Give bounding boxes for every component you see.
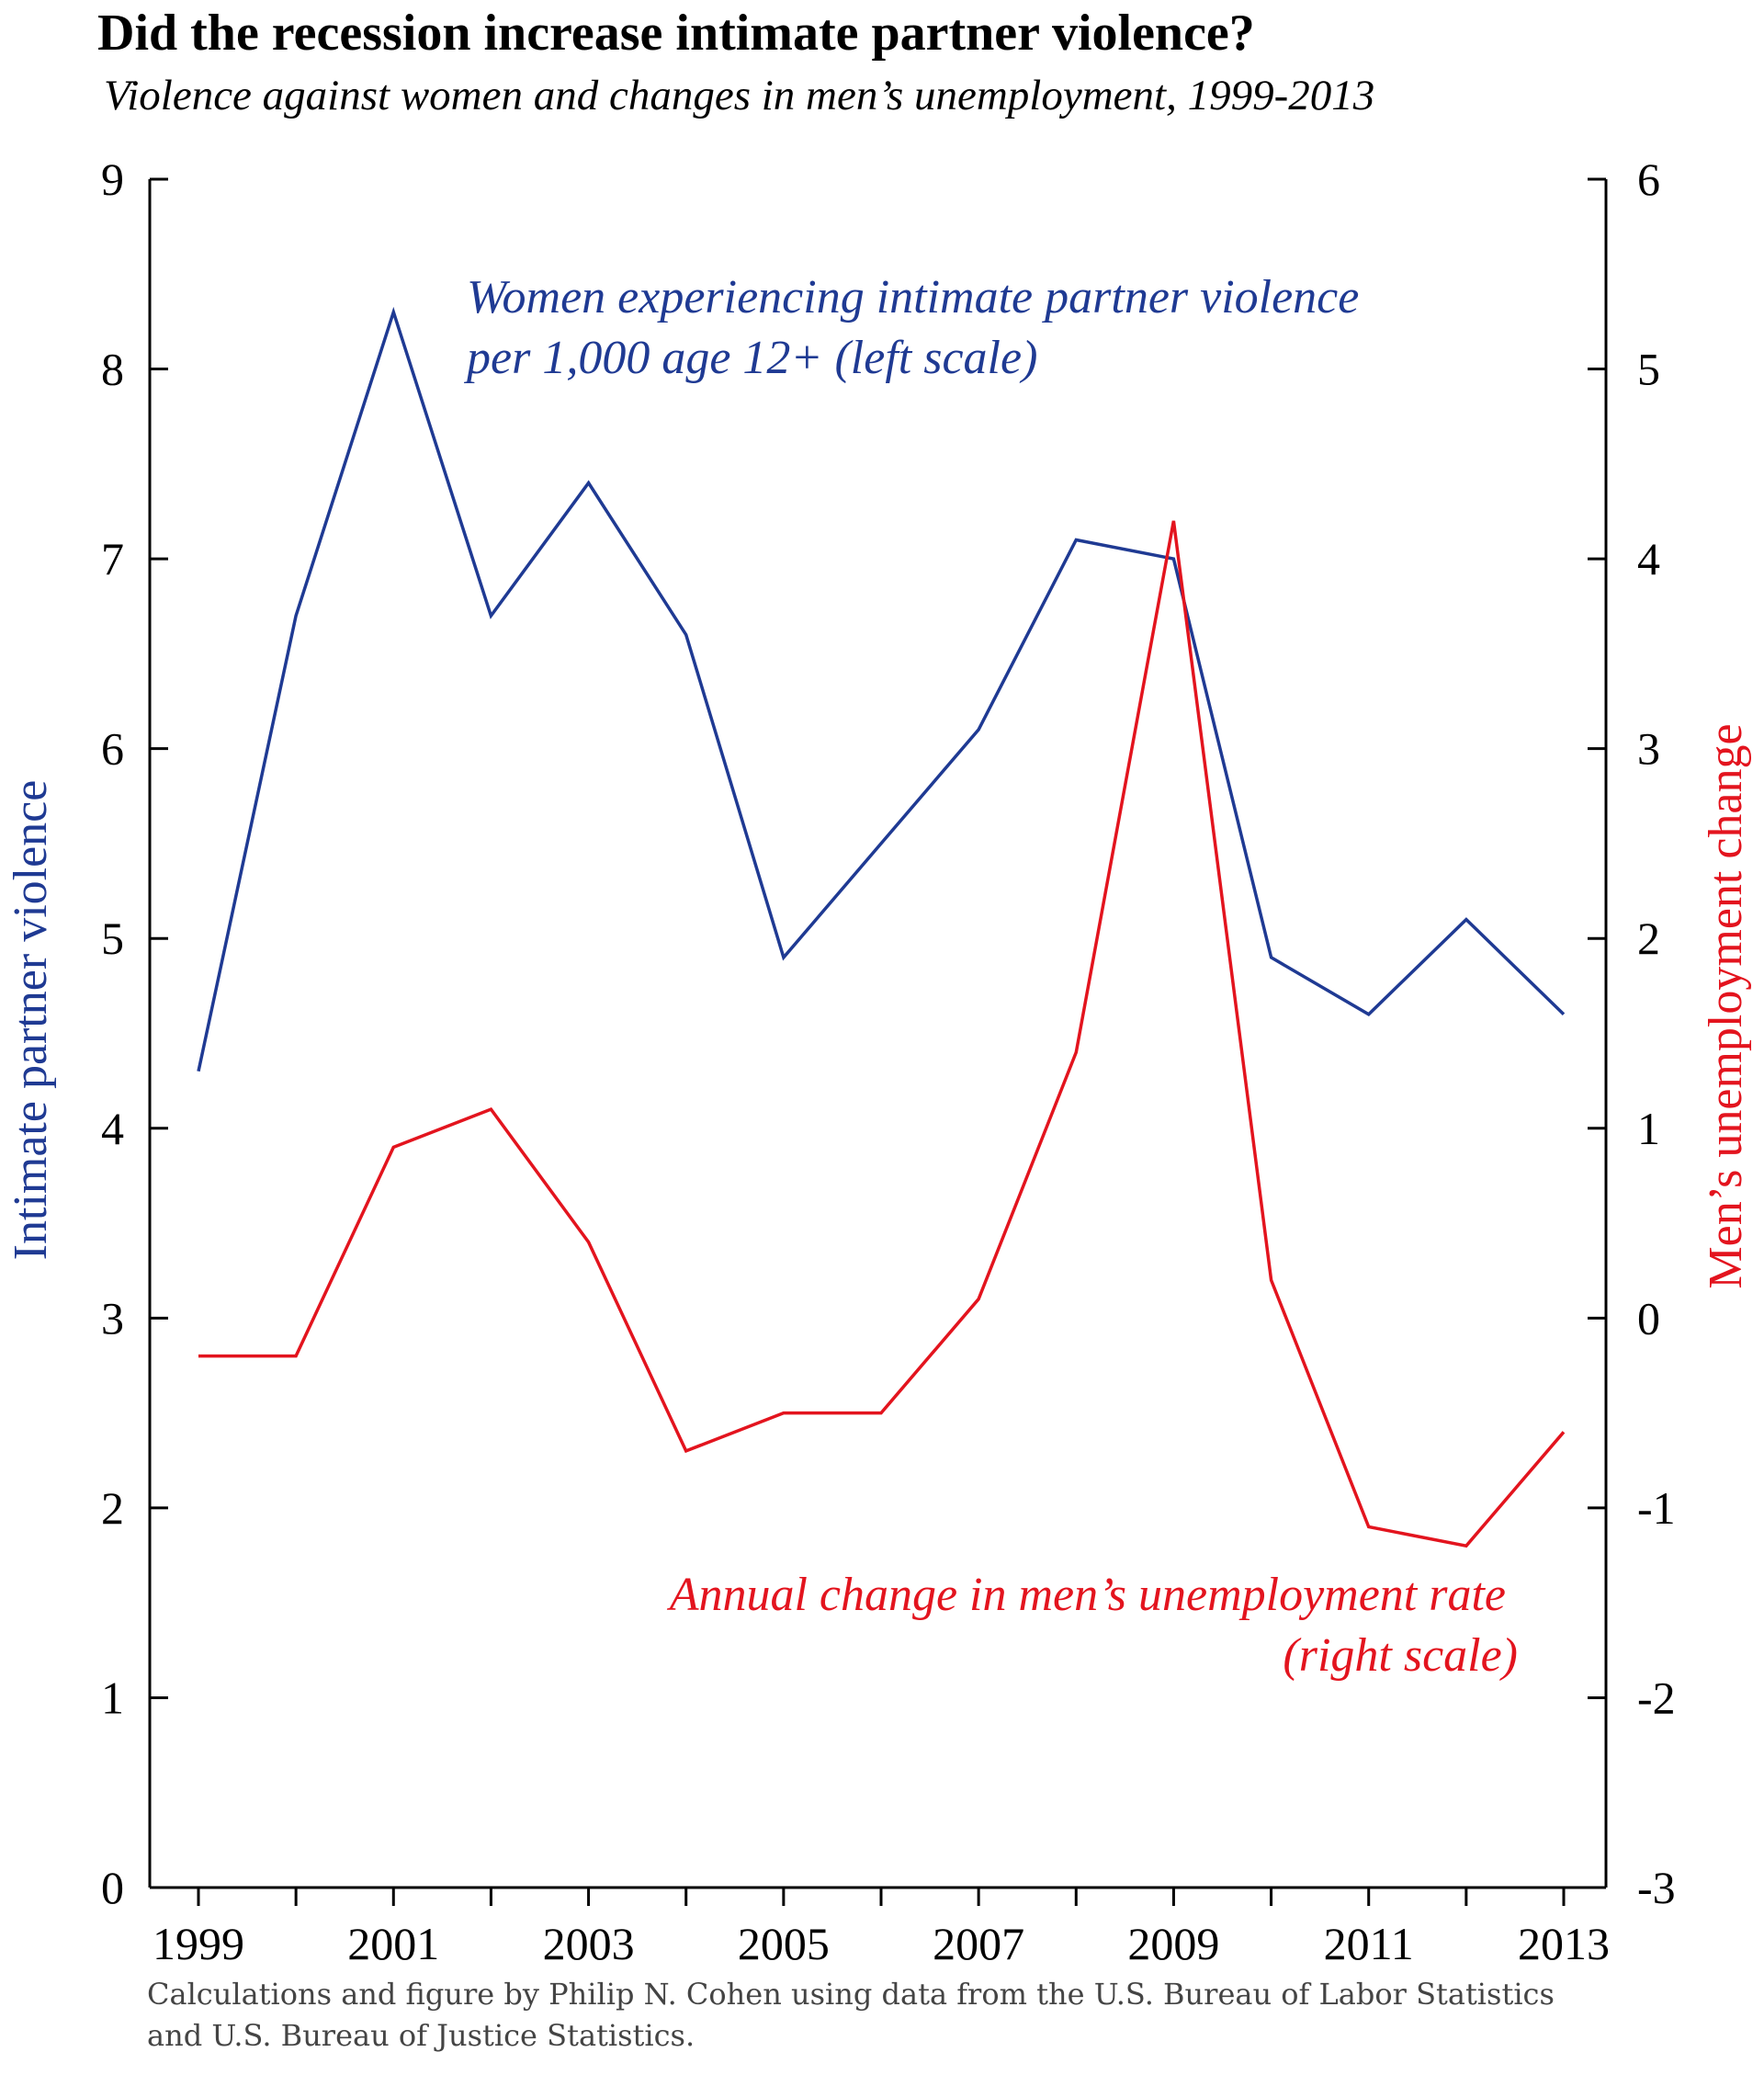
y-left-tick-label: 2 <box>101 1482 124 1534</box>
y-right-tick-label: -3 <box>1637 1862 1676 1913</box>
y-right-tick-label: 4 <box>1637 533 1660 584</box>
series-line-violence <box>197 306 1566 1072</box>
source-note: Calculations and figure by Philip N. Coh… <box>147 1977 1555 2053</box>
y-left-tick-label: 3 <box>101 1292 124 1344</box>
y-left-tick-label: 0 <box>101 1862 124 1913</box>
chart-subtitle: Violence against women and changes in me… <box>104 72 1375 119</box>
y-right-tick-label: 5 <box>1637 344 1660 395</box>
series-label-unemployment-line2: (right scale) <box>1283 1629 1518 1682</box>
y-right-tick-label: -2 <box>1637 1672 1676 1723</box>
series-line-unemployment <box>198 520 1566 1548</box>
y-left-tick-label: 1 <box>101 1672 124 1723</box>
series-label-violence: Women experiencing intimate partner viol… <box>463 271 1371 384</box>
y-right-tick-label: -1 <box>1637 1482 1676 1534</box>
y-right-tick-label: 1 <box>1637 1103 1660 1154</box>
x-tick-label: 2009 <box>1127 1918 1219 1969</box>
y-left-tick-label: 9 <box>101 153 124 205</box>
x-tick-label: 2011 <box>1324 1918 1414 1969</box>
y-right-tick-label: 3 <box>1637 723 1660 775</box>
y-left-tick-label: 4 <box>101 1103 124 1154</box>
chart-title: Did the recession increase intimate part… <box>97 5 1255 62</box>
x-tick-label: 2005 <box>738 1918 830 1969</box>
y-left-tick-label: 6 <box>101 723 124 775</box>
axes: 0 1 2 3 4 5 6 7 8 9 -3 -2 -1 0 1 2 3 4 5 6 1999 2001 2003 2005 2… <box>101 153 1676 1969</box>
series-label-unemployment-line1: Annual change in men’s unemployment rate <box>667 1569 1506 1621</box>
y-left-tick-label: 5 <box>101 913 124 964</box>
y-right-tick-label: 6 <box>1637 153 1660 205</box>
y-axis-left-title: Intimate partner violence <box>5 780 57 1261</box>
y-left-tick-label: 8 <box>101 344 124 395</box>
y-right-tick-label: 0 <box>1637 1292 1660 1344</box>
x-tick-label: 2007 <box>933 1918 1024 1969</box>
series-label-violence-line2: per 1,000 age 12+ (left scale) <box>463 332 1037 384</box>
series-layer <box>197 306 1566 1548</box>
series-label-violence-line1: Women experiencing intimate partner viol… <box>467 271 1359 323</box>
x-tick-label: 2003 <box>543 1918 635 1969</box>
labels-layer: Intimate partner violence Men’s unemploy… <box>5 271 1752 1682</box>
x-tick-label: 1999 <box>153 1918 244 1969</box>
x-tick-label: 2001 <box>347 1918 439 1969</box>
y-right-tick-label: 2 <box>1637 913 1660 964</box>
series-label-unemployment: Annual change in men’s unemployment rate… <box>667 1569 1518 1682</box>
y-left-tick-label: 7 <box>101 533 124 584</box>
y-axis-right-title: Men’s unemployment change <box>1700 723 1752 1288</box>
x-tick-label: 2013 <box>1518 1918 1610 1969</box>
